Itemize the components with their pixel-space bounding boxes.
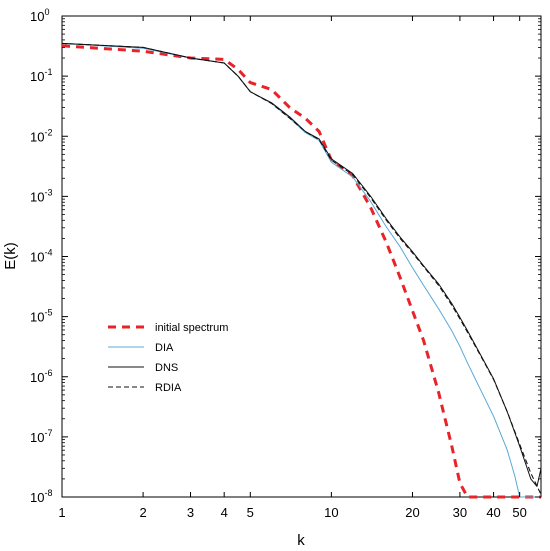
x-tick-label: 30 — [453, 505, 467, 520]
legend-label: initial spectrum — [155, 322, 228, 334]
y-tick-label: 10-7 — [30, 428, 52, 445]
x-tick-label: 50 — [512, 505, 526, 520]
y-axis-ticks: 100 10-1 10-2 10-3 10-4 10-5 10-6 10-7 10-8 — [30, 7, 541, 505]
x-tick-label: 10 — [324, 505, 338, 520]
x-tick-label: 40 — [486, 505, 500, 520]
y-tick-label: 10-3 — [30, 187, 52, 204]
series-layer — [61, 42, 542, 499]
y-tick-label: 10-2 — [30, 127, 52, 144]
y-axis-label: E(k) — [2, 242, 19, 270]
legend: initial spectrum DIA DNS RDIA — [108, 322, 228, 394]
y-tick-label: 10-4 — [30, 248, 52, 265]
y-tick-label: 10-1 — [30, 67, 52, 84]
x-tick-label: 5 — [247, 505, 254, 520]
x-tick-label: 3 — [187, 505, 194, 520]
legend-label: RDIA — [155, 382, 182, 394]
y-tick-label: 10-8 — [30, 488, 52, 505]
plot-frame — [61, 15, 542, 498]
x-tick-label: 2 — [139, 505, 146, 520]
series-line-1 — [61, 42, 541, 498]
y-tick-label: 100 — [30, 7, 49, 24]
x-tick-label: 1 — [58, 505, 65, 520]
series-line-2 — [61, 42, 542, 487]
legend-label: DNS — [155, 362, 178, 374]
x-tick-label: 20 — [405, 505, 419, 520]
series-line-0 — [61, 44, 541, 499]
x-axis-label: k — [297, 532, 305, 549]
series-line-3 — [61, 42, 542, 495]
x-tick-label: 4 — [221, 505, 228, 520]
legend-label: DIA — [155, 342, 174, 354]
x-axis-ticks: 1 2 3 4 5 10 20 30 40 50 — [58, 16, 527, 520]
y-tick-label: 10-5 — [30, 308, 52, 325]
y-tick-label: 10-6 — [30, 368, 52, 385]
